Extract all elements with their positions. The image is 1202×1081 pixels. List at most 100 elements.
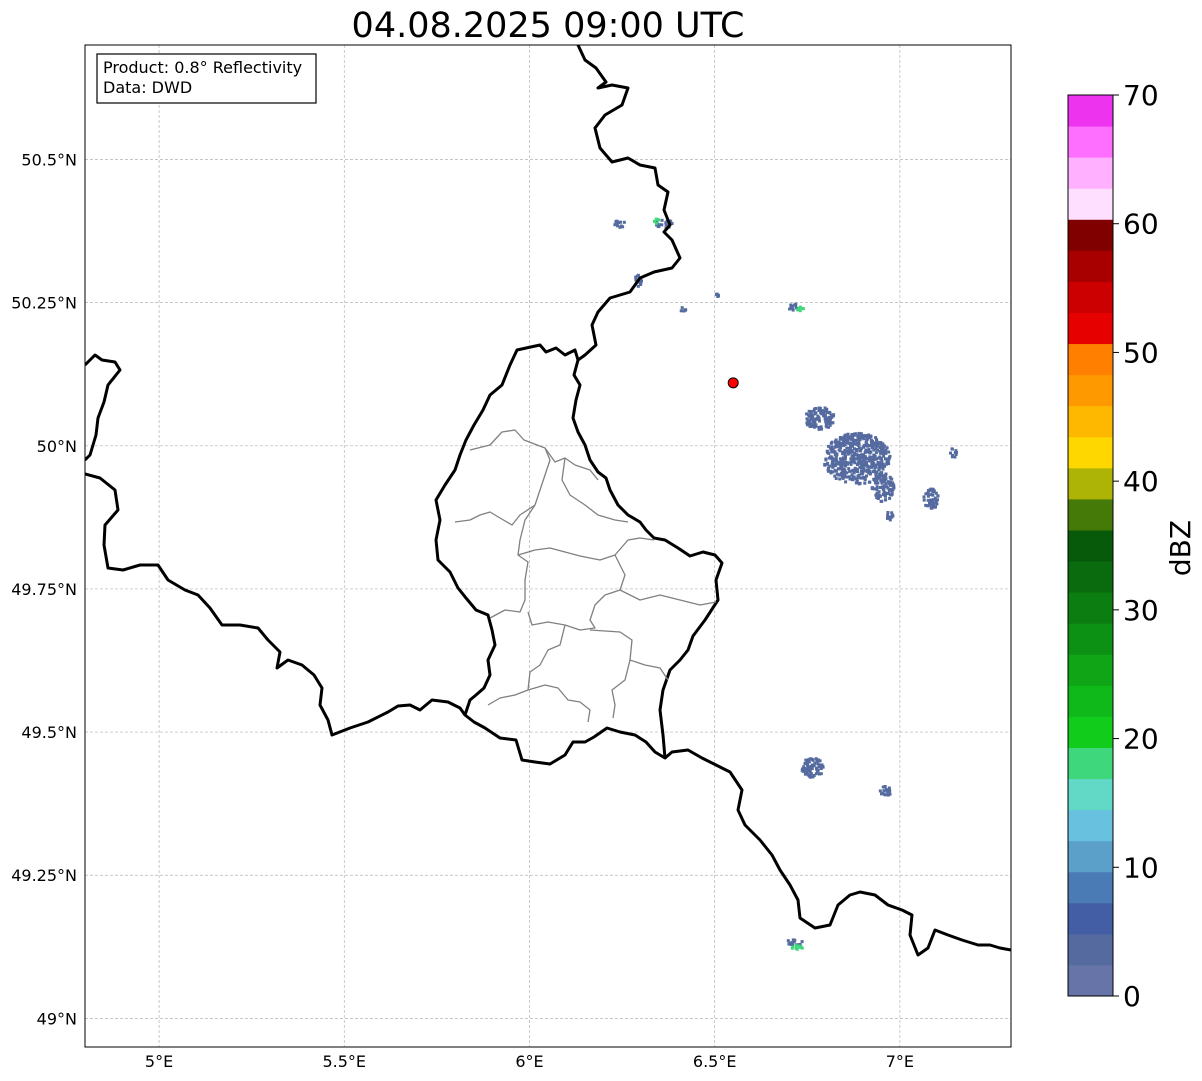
radar-echo-cell <box>832 463 835 467</box>
radar-echo-cell <box>875 485 879 489</box>
radar-echo-cell <box>838 443 842 447</box>
radar-echo-cell <box>838 461 842 465</box>
radar-echo-cell <box>834 455 838 459</box>
radar-echo-cell <box>830 413 834 417</box>
radar-echo-cell <box>827 444 831 448</box>
radar-echo-cell <box>892 483 896 487</box>
radar-echo-cell <box>817 425 821 429</box>
radar-echo-cell <box>802 765 806 769</box>
radar-echo-cell <box>843 451 847 455</box>
radar-echo-cell <box>841 456 845 460</box>
radar-echo-cell <box>890 511 894 515</box>
radar-echo-cell <box>854 477 858 481</box>
radar-echo-cell <box>794 947 798 950</box>
radar-echo-cell <box>860 453 864 457</box>
radar-echo-cell <box>810 767 814 771</box>
radar-echo-cell <box>855 467 859 471</box>
radar-echo-cell <box>814 407 818 410</box>
radar-echo-cell <box>873 466 877 469</box>
radar-echo-cell <box>834 458 838 462</box>
radar-echo-cell <box>885 446 889 450</box>
radar-echo-cell <box>880 446 884 450</box>
radar-echo-cell <box>892 485 896 489</box>
radar-echo-cell <box>803 762 807 765</box>
radar-echo-cell <box>654 217 658 221</box>
radar-echo-cell <box>878 449 882 453</box>
radar-echo-cell <box>848 469 852 473</box>
radar-echo-cell <box>874 493 878 497</box>
y-tick-label: 49.5°N <box>21 723 77 742</box>
radar-echo-cell <box>853 461 857 465</box>
radar-echo-cell <box>865 437 869 441</box>
border-france-germany <box>664 748 1011 957</box>
canton-borders <box>454 429 717 723</box>
radar-echo-cell <box>818 406 822 410</box>
x-tick-label: 6°E <box>515 1052 543 1071</box>
radar-echo-cell <box>835 452 839 456</box>
radar-echo-cell <box>868 436 872 440</box>
radar-echo-cell <box>846 432 850 436</box>
radar-echo-cell <box>872 448 876 452</box>
radar-echo-cell <box>824 424 828 428</box>
radar-echo-cell <box>823 417 827 421</box>
radar-echo-cell <box>856 470 859 473</box>
radar-echo-cell <box>926 490 930 494</box>
radar-echo-cell <box>863 476 867 480</box>
radar-echo-cell <box>868 472 872 476</box>
radar-echo-cell <box>856 443 860 446</box>
radar-echo-cell <box>618 225 622 229</box>
radar-echo-cell <box>846 452 850 456</box>
radar-echo-cell <box>850 478 854 481</box>
radar-echo-cell <box>954 449 958 453</box>
radar-echo-cell <box>829 469 833 473</box>
radar-echo-cell <box>834 462 838 466</box>
radar-echo-cell <box>846 462 849 466</box>
radar-echo-cell <box>868 455 872 459</box>
radar-echo-cell <box>654 221 658 225</box>
radar-echo-cell <box>655 223 659 227</box>
radar-echo-cell <box>818 763 822 767</box>
radar-echo-cell <box>884 457 887 461</box>
radar-echo-cell <box>825 450 829 454</box>
radar-echo-cell <box>874 444 878 448</box>
radar-echo-cell <box>871 464 875 467</box>
radar-echo-cell <box>884 472 888 476</box>
radar-echo-cell <box>888 475 892 479</box>
radar-echo-cell <box>789 942 793 946</box>
radar-echo-cell <box>801 767 804 771</box>
radar-echo-cell <box>885 459 889 463</box>
radar-echo-cell <box>889 487 893 491</box>
radar-echo-cell <box>813 761 817 765</box>
radar-echo-cell <box>876 448 880 452</box>
radar-echo-cell <box>886 514 890 517</box>
radar-echo-cell <box>814 411 818 415</box>
radar-echo-cell <box>870 455 874 459</box>
radar-echo-cell <box>811 417 815 421</box>
radar-echo-cell <box>850 454 854 458</box>
radar-echo-cell <box>825 462 829 466</box>
radar-echo-cell <box>804 758 808 762</box>
radar-echo-cell <box>881 791 885 795</box>
radar-echo-cell <box>806 423 810 427</box>
radar-echo-cell <box>856 434 860 438</box>
radar-echo-cell <box>829 455 833 459</box>
radar-echo-cell <box>714 292 718 296</box>
radar-echo-cell <box>616 224 619 228</box>
radar-echo-cell <box>878 474 882 478</box>
info-box-frame <box>96 53 317 104</box>
radar-echo-cell <box>881 452 885 455</box>
radar-echo-cell <box>636 273 640 277</box>
map-title: 04.08.2025 09:00 UTC <box>351 6 745 46</box>
radar-echo-cell <box>833 474 837 478</box>
radar-echo-cell <box>866 434 870 438</box>
radar-echo-cell <box>820 412 824 416</box>
radar-echo-cell <box>848 446 852 450</box>
radar-echo-cell <box>953 451 957 455</box>
radar-echo-cell <box>831 460 835 464</box>
radar-echo-cell <box>798 943 802 946</box>
radar-echo-cell <box>791 308 795 312</box>
radar-echo-cell <box>891 514 895 518</box>
radar-echo-cell <box>868 444 872 448</box>
radar-echo-cell <box>852 452 856 456</box>
